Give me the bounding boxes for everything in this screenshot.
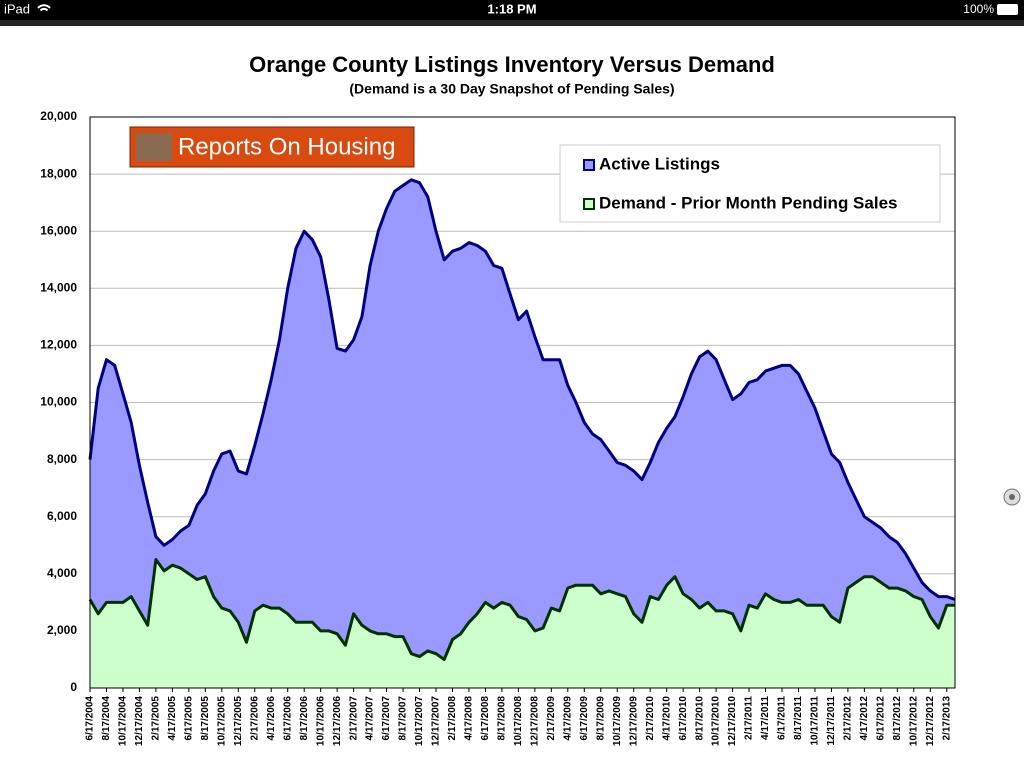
- x-tick-label: 10/17/2012: [908, 696, 919, 746]
- x-tick-label: 2/17/2013: [941, 696, 952, 741]
- logo-text: Reports On Housing: [178, 133, 395, 160]
- x-tick-label: 10/17/2004: [118, 696, 129, 746]
- x-tick-label: 6/17/2006: [282, 696, 293, 741]
- y-tick-label: 0: [70, 680, 77, 694]
- x-tick-label: 12/17/2007: [431, 696, 442, 746]
- logo-house: [136, 133, 172, 161]
- x-tick-label: 12/17/2004: [134, 696, 145, 746]
- x-tick-label: 4/17/2012: [859, 696, 870, 741]
- plot-frame: [89, 116, 956, 689]
- x-tick-label: 8/17/2006: [299, 696, 310, 741]
- legend-swatch: [583, 198, 595, 210]
- y-tick-label: 16,000: [40, 223, 77, 237]
- x-tick-label: 8/17/2012: [892, 696, 903, 741]
- y-tick-label: 18,000: [40, 166, 77, 180]
- x-tick-label: 4/17/2011: [760, 696, 771, 740]
- x-tick-label: 6/17/2008: [480, 696, 491, 741]
- x-tick-label: 2/17/2007: [348, 696, 359, 741]
- x-tick-label: 10/17/2006: [315, 696, 326, 746]
- x-tick-label: 10/17/2005: [216, 696, 227, 746]
- chart-subtitle: (Demand is a 30 Day Snapshot of Pending …: [349, 81, 674, 97]
- x-tick-label: 10/17/2011: [810, 696, 821, 746]
- x-tick-label: 8/17/2004: [101, 696, 112, 741]
- x-tick-label: 12/17/2008: [529, 696, 540, 746]
- status-bar-shadow: [0, 20, 1024, 26]
- area-fill: [90, 559, 955, 688]
- chart-title: Orange County Listings Inventory Versus …: [249, 52, 775, 77]
- clock: 1:18 PM: [487, 1, 536, 16]
- x-tick-label: 6/17/2007: [381, 696, 392, 741]
- y-tick-label: 20,000: [40, 109, 77, 123]
- series-line: [88, 558, 955, 661]
- x-tick-label: 2/17/2011: [744, 696, 755, 740]
- logo-background: [129, 126, 415, 168]
- legend-swatch: [583, 159, 595, 171]
- x-tick-label: 2/17/2008: [447, 696, 458, 741]
- x-tick-label: 6/17/2005: [183, 696, 194, 741]
- x-tick-label: 12/17/2010: [727, 696, 738, 746]
- x-tick-label: 2/17/2009: [546, 696, 557, 741]
- x-tick-label: 6/17/2004: [85, 696, 96, 741]
- x-tick-label: 8/17/2011: [793, 696, 804, 740]
- x-tick-label: 4/17/2008: [464, 696, 475, 741]
- y-tick-label: 2,000: [47, 623, 77, 637]
- series-line: [88, 178, 956, 601]
- x-tick-label: 10/17/2009: [612, 696, 623, 746]
- x-tick-label: 10/17/2008: [513, 696, 524, 746]
- x-tick-label: 2/17/2005: [151, 696, 162, 741]
- x-tick-label: 8/17/2007: [398, 696, 409, 741]
- x-tick-label: 12/17/2005: [233, 696, 244, 746]
- x-tick-label: 6/17/2011: [777, 696, 788, 740]
- x-tick-label: 8/17/2010: [694, 696, 705, 741]
- side-button-dot: [1009, 494, 1015, 500]
- device-name: iPad: [4, 1, 30, 16]
- x-tick-label: 10/17/2010: [711, 696, 722, 746]
- legend-label: Demand - Prior Month Pending Sales: [599, 193, 897, 212]
- legend-label: Active Listings: [599, 154, 720, 173]
- wifi-icon: [37, 4, 51, 12]
- x-tick-label: 12/17/2006: [332, 696, 343, 746]
- x-tick-label: 12/17/2009: [628, 696, 639, 746]
- y-tick-label: 12,000: [40, 338, 77, 352]
- y-tick-label: 8,000: [47, 452, 77, 466]
- x-tick-label: 2/17/2010: [645, 696, 656, 741]
- x-tick-label: 8/17/2005: [200, 696, 211, 741]
- battery-percent: 100%: [963, 2, 994, 16]
- y-tick-label: 4,000: [47, 566, 77, 580]
- x-tick-label: 6/17/2009: [579, 696, 590, 741]
- x-tick-label: 6/17/2010: [678, 696, 689, 741]
- x-tick-label: 4/17/2009: [562, 696, 573, 741]
- x-tick-label: 4/17/2005: [167, 696, 178, 741]
- y-tick-label: 10,000: [40, 395, 77, 409]
- x-tick-label: 6/17/2012: [875, 696, 886, 741]
- x-tick-label: 12/17/2012: [925, 696, 936, 746]
- x-tick-label: 4/17/2010: [661, 696, 672, 741]
- x-tick-label: 4/17/2006: [266, 696, 277, 741]
- x-tick-label: 2/17/2006: [249, 696, 260, 741]
- x-tick-label: 2/17/2012: [843, 696, 854, 741]
- x-tick-label: 8/17/2009: [595, 696, 606, 741]
- status-bar: [0, 0, 1024, 20]
- area-fill: [90, 179, 955, 689]
- x-tick-label: 8/17/2008: [497, 696, 508, 741]
- legend-box: [559, 144, 941, 223]
- y-tick-label: 14,000: [40, 280, 77, 294]
- battery-icon: [997, 4, 1018, 15]
- x-tick-label: 4/17/2007: [365, 696, 376, 741]
- x-tick-label: 10/17/2007: [414, 696, 425, 746]
- plot: 0 2,000 4,000 6,000 8,000 10,000 12,000 14,000 1…: [40, 109, 956, 746]
- x-tick-label: 12/17/2011: [826, 696, 837, 746]
- y-tick-label: 6,000: [47, 509, 77, 523]
